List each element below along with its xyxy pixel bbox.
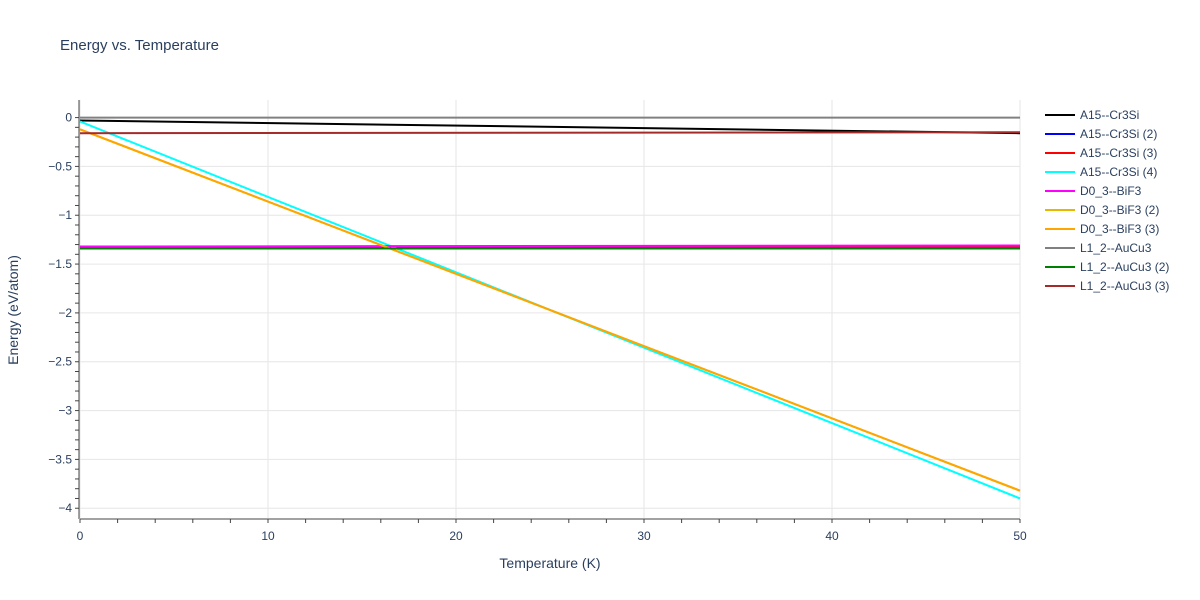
legend-item[interactable]: L1_2--AuCu3 (2) (1045, 260, 1169, 274)
legend-item[interactable]: A15--Cr3Si (2) (1045, 127, 1157, 141)
legend-label: L1_2--AuCu3 (3) (1080, 279, 1169, 293)
y-axis-ticks: 0 −0.5 −1 −1.5 −2 −2.5 −3 −3.5 −4 (48, 111, 72, 516)
legend-item[interactable]: D0_3--BiF3 (3) (1045, 222, 1159, 236)
legend-item[interactable]: D0_3--BiF3 (2) (1045, 203, 1159, 217)
legend-label: D0_3--BiF3 (3) (1080, 222, 1159, 236)
axes (75, 100, 1021, 523)
y-tick-label: −0.5 (48, 159, 72, 173)
x-tick-label: 50 (1013, 529, 1027, 543)
y-tick-label: −3 (58, 404, 72, 418)
legend-item[interactable]: L1_2--AuCu3 (3) (1045, 279, 1169, 293)
y-tick-label: −2 (58, 306, 72, 320)
y-axis-title: Energy (eV/atom) (5, 255, 21, 365)
y-tick-label: −3.5 (48, 452, 72, 466)
legend-item[interactable]: L1_2--AuCu3 (1045, 241, 1152, 255)
legend[interactable]: A15--Cr3Si A15--Cr3Si (2) A15--Cr3Si (3) A1… (1045, 108, 1169, 293)
legend-label: D0_3--BiF3 (1080, 184, 1142, 198)
legend-item[interactable]: A15--Cr3Si (3) (1045, 146, 1157, 160)
x-tick-label: 10 (261, 529, 275, 543)
x-axis-title: Temperature (K) (499, 555, 600, 571)
legend-item[interactable]: D0_3--BiF3 (1045, 184, 1142, 198)
legend-label: A15--Cr3Si (1080, 108, 1139, 122)
y-tick-label: −1 (58, 208, 72, 222)
legend-label: A15--Cr3Si (3) (1080, 146, 1157, 160)
x-tick-label: 20 (449, 529, 463, 543)
y-tick-label: −1.5 (48, 257, 72, 271)
series-line-10 (79, 131, 1021, 135)
y-tick-label: 0 (65, 111, 72, 125)
x-tick-label: 0 (77, 529, 84, 543)
x-tick-label: 40 (825, 529, 839, 543)
legend-label: A15--Cr3Si (4) (1080, 165, 1157, 179)
series-lines (79, 116, 1021, 500)
grid (79, 100, 1021, 518)
legend-label: D0_3--BiF3 (2) (1080, 203, 1159, 217)
x-axis-ticks: 0 10 20 30 40 50 (77, 529, 1027, 543)
series-line-7 (79, 128, 1021, 492)
legend-item[interactable]: A15--Cr3Si (1045, 108, 1139, 122)
x-tick-label: 30 (637, 529, 651, 543)
y-tick-label: −4 (58, 501, 72, 515)
series-line-1 (79, 119, 1021, 135)
legend-item[interactable]: A15--Cr3Si (4) (1045, 165, 1157, 179)
legend-label: A15--Cr3Si (2) (1080, 127, 1157, 141)
legend-label: L1_2--AuCu3 (1080, 241, 1152, 255)
y-tick-label: −2.5 (48, 355, 72, 369)
chart-title: Energy vs. Temperature (60, 37, 219, 54)
legend-label: L1_2--AuCu3 (2) (1080, 260, 1169, 274)
series-line-5 (79, 244, 1021, 248)
